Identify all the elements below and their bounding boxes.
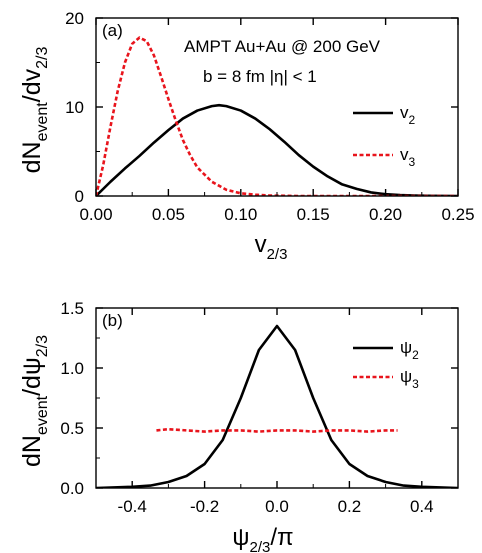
y-tick-label: 0 xyxy=(75,187,84,206)
annotation-system: AMPT Au+Au @ 200 GeV xyxy=(184,37,381,56)
y-label-main: dN xyxy=(18,435,46,467)
y-tick-label: 1.5 xyxy=(60,299,84,318)
legend-label-2: v2 xyxy=(400,103,416,127)
y-axis-label: dNevent/dψ2/3 xyxy=(18,335,51,467)
x-tick-label: 0.2 xyxy=(338,497,362,516)
x-label-main: v xyxy=(255,231,267,258)
y-tick-label: 20 xyxy=(65,9,84,28)
legend-label-3: ψ3 xyxy=(400,367,419,391)
legend-label-2: ψ2 xyxy=(400,338,419,362)
series-line-2 xyxy=(96,324,458,488)
y-tick-label: 1.0 xyxy=(60,359,84,378)
y-tick-label: 10 xyxy=(65,98,84,117)
panel-label: (b) xyxy=(102,311,123,330)
series-line-3 xyxy=(96,36,458,196)
y-label-main: dN xyxy=(18,141,46,173)
x-label-tail: /π xyxy=(270,524,293,551)
x-tick-label: 0.20 xyxy=(369,205,402,224)
x-axis-label: ψ2/3/π xyxy=(232,524,293,553)
plot-frame xyxy=(95,307,459,489)
legend-symbol: ψ xyxy=(400,338,412,357)
x-tick-label: -0.4 xyxy=(118,497,147,516)
x-tick-label: 0.05 xyxy=(152,205,185,224)
y-label-mid: /dv xyxy=(18,68,46,102)
y-label-sub1: event xyxy=(34,102,51,142)
x-label-main: ψ xyxy=(232,524,249,551)
y-axis-label: dNevent/dv2/3 xyxy=(18,47,51,174)
y-tick-label: 0.5 xyxy=(60,419,84,438)
x-tick-label: 0.00 xyxy=(79,205,112,224)
x-tick-label: 0.10 xyxy=(224,205,257,224)
legend-label-3: v3 xyxy=(400,145,416,169)
y-label-mid: /dψ xyxy=(18,357,46,396)
x-label-sub: 2/3 xyxy=(250,539,271,553)
panel-label: (a) xyxy=(102,21,123,40)
y-label-sub1: event xyxy=(34,395,51,435)
series-line-3 xyxy=(156,427,398,433)
x-tick-label: 0.25 xyxy=(441,205,474,224)
panel-a: 0.00 0.05 0.10 0.15 0.20 0.25 0 10 20 (a) AMPT Au+… xyxy=(18,9,475,263)
y-tick-label: 0.0 xyxy=(60,479,84,498)
x-tick-label: 0.15 xyxy=(297,205,330,224)
legend-subscript: 3 xyxy=(409,155,416,169)
x-tick-label: 0.0 xyxy=(265,497,289,516)
legend-subscript: 2 xyxy=(409,113,416,127)
legend-subscript: 2 xyxy=(412,348,419,362)
legend-symbol: v xyxy=(400,103,409,122)
x-tick-label: -0.2 xyxy=(190,497,219,516)
legend-symbol: v xyxy=(400,145,409,164)
legend-symbol: ψ xyxy=(400,367,412,386)
x-axis-label: v2/3 xyxy=(255,231,288,263)
y-label-sub2: 2/3 xyxy=(34,47,51,69)
annotation-cuts: b = 8 fm |η| < 1 xyxy=(203,67,317,86)
series-line-2 xyxy=(96,103,458,196)
y-label-sub2: 2/3 xyxy=(34,335,51,357)
panel-b: -0.4 -0.2 0.0 0.2 0.40.00.51.01.5(b)ψ2ψ3ψ2/3… xyxy=(18,299,459,553)
x-tick-label: 0.4 xyxy=(410,497,434,516)
legend-subscript: 3 xyxy=(412,377,419,391)
x-label-sub: 2/3 xyxy=(267,246,288,263)
